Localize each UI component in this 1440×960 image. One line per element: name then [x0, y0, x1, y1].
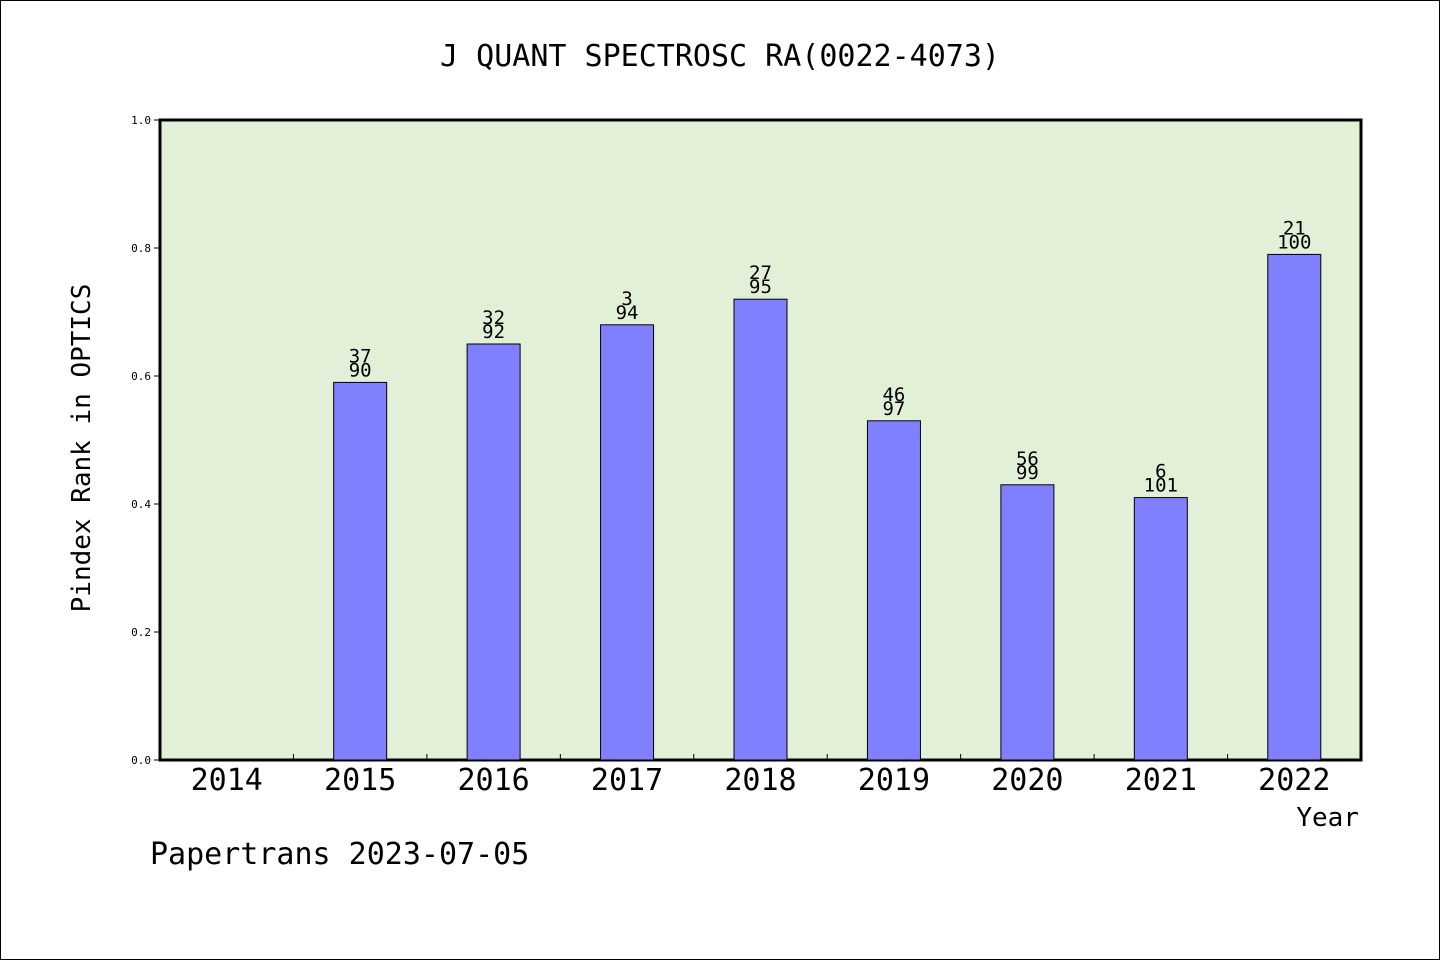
bar-label-top: 46 — [882, 384, 905, 406]
y-tick-label: 0.6 — [131, 370, 151, 383]
x-tick-label: 2016 — [457, 763, 529, 798]
y-tick-label: 1.0 — [131, 114, 151, 127]
bar-label-top: 3 — [621, 288, 632, 310]
bar-label-bottom: 94 — [616, 302, 639, 324]
bar-label-bottom: 99 — [1016, 462, 1039, 484]
bars-group — [333, 253, 1322, 761]
x-tick-label: 2015 — [324, 763, 396, 798]
bar-label-top: 56 — [1016, 448, 1039, 470]
bar-2015 — [333, 381, 388, 761]
bar-2020 — [1000, 484, 1055, 761]
chart-title: J QUANT SPECTROSC RA(0022-4073) — [440, 39, 1000, 74]
x-axis: 2014 2015 2016 2017 2018 2019 2020 2021 2022 — [191, 754, 1330, 798]
x-tick-label: 2021 — [1125, 763, 1197, 798]
x-axis-label: Year — [1296, 803, 1359, 833]
bar-label-top: 6 — [1155, 461, 1166, 483]
bar-label-top: 21 — [1283, 217, 1306, 239]
bar-2019 — [866, 420, 921, 761]
y-axis: 0.0 0.2 0.4 0.6 0.8 1.0 — [131, 114, 160, 767]
y-tick-label: 0.4 — [131, 498, 151, 511]
x-tick-label: 2022 — [1258, 763, 1330, 798]
bar-2016 — [466, 343, 521, 761]
bar-label-bottom: 90 — [349, 359, 372, 381]
y-tick-label: 0.8 — [131, 242, 151, 255]
bar-label-top: 32 — [482, 307, 505, 329]
bar-label-bottom: 100 — [1277, 231, 1311, 253]
bar-label-bottom: 92 — [482, 321, 505, 343]
bar-label-top: 27 — [749, 262, 772, 284]
footer-text: Papertrans 2023-07-05 — [150, 837, 529, 872]
x-tick-label: 2019 — [858, 763, 930, 798]
bar-label-top: 37 — [349, 345, 372, 367]
x-tick-label: 2014 — [191, 763, 263, 798]
x-tick-label: 2018 — [724, 763, 796, 798]
x-tick-label: 2020 — [991, 763, 1063, 798]
bar-2021 — [1133, 497, 1188, 761]
y-axis-label: Pindex Rank in OPTICS — [67, 284, 97, 613]
bar-label-bottom: 95 — [749, 276, 772, 298]
bar-2017 — [600, 324, 655, 761]
bar-2022 — [1267, 253, 1322, 761]
bar-label-bottom: 97 — [882, 398, 905, 420]
y-tick-label: 0.0 — [131, 754, 151, 767]
bar-2018 — [733, 298, 788, 761]
bar-label-bottom: 101 — [1144, 475, 1178, 497]
y-tick-label: 0.2 — [131, 626, 151, 639]
x-tick-label: 2017 — [591, 763, 663, 798]
